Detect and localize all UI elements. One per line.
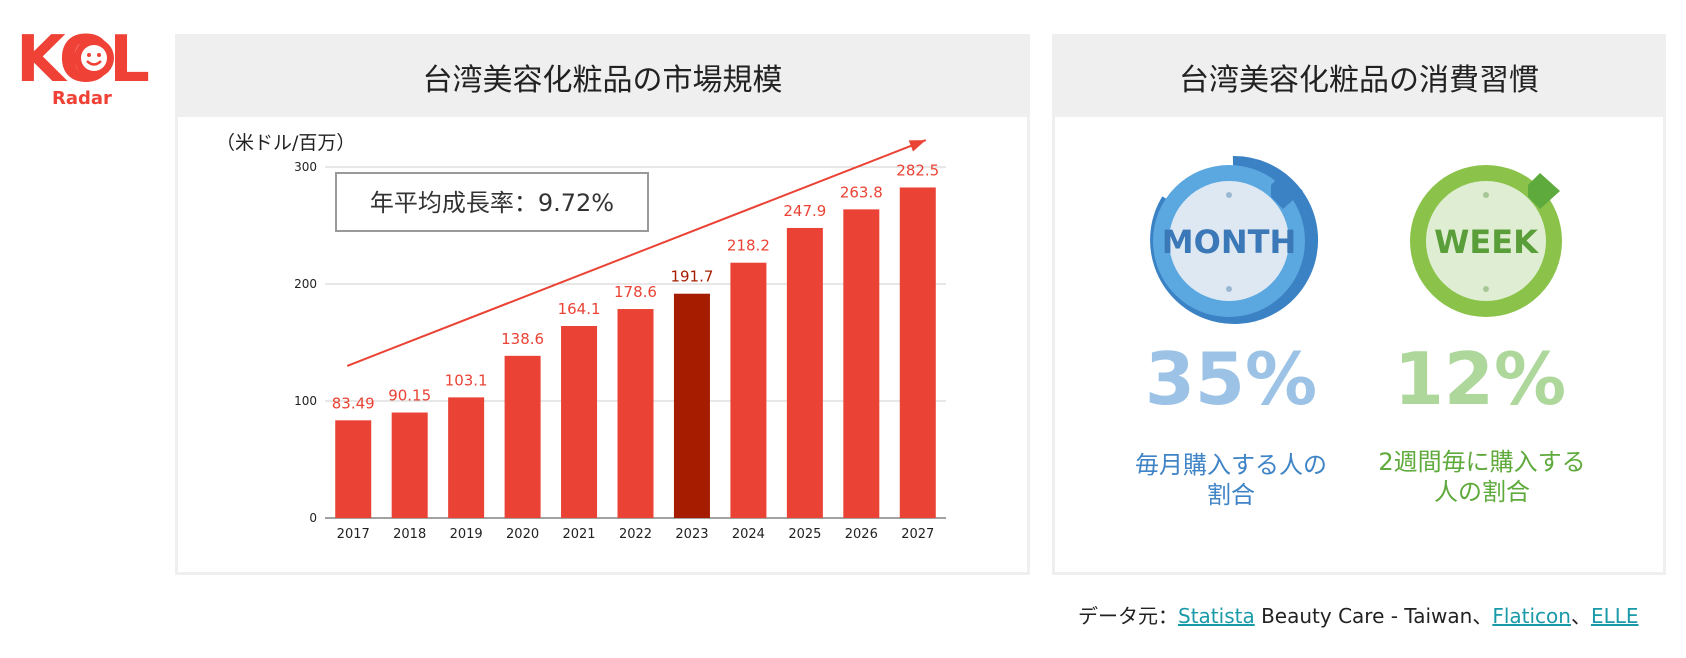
x-tick-label: 2026 [845,527,878,542]
month-icon-label: MONTH [1162,223,1296,261]
month-calendar-icon: MONTH [1150,155,1318,324]
bar-2027 [899,187,936,518]
consumption-habits-panel: 台湾美容化粧品の消費習慣 MONTH WEEK 35% 12% 毎月購入する人の… [1052,34,1666,575]
statista-link[interactable]: Statista [1178,604,1255,628]
x-tick-label: 2018 [393,527,426,542]
consumption-habits-header: 台湾美容化粧品の消費習慣 [1055,37,1663,117]
x-tick-label: 2023 [675,527,708,542]
logo-subtext: Radar [52,88,112,109]
bar-value-label: 191.7 [670,268,713,286]
bar-value-label: 164.1 [558,300,601,318]
month-description: 毎月購入する人の 割合 [1111,450,1351,510]
x-tick-label: 2022 [619,527,652,542]
data-source: データ元：Statista Beauty Care - Taiwan、Flati… [1078,600,1639,629]
bar-2025 [786,227,823,518]
x-tick-label: 2020 [506,527,539,542]
x-tick-label: 2024 [732,527,765,542]
bar-2024 [730,262,767,518]
bar-value-label: 178.6 [614,283,657,301]
week-description-line2: 人の割合 [1434,478,1530,506]
y-unit-label: （米ドル/百万） [216,132,355,154]
bar-2021 [561,326,598,518]
trend-arrow-line [346,139,927,367]
bar-2020 [504,355,541,518]
cagr-label: 年平均成長率：9.72% [370,189,614,217]
week-percent: 12% [1393,337,1567,421]
market-size-title: 台湾美容化粧品の市場規模 [422,63,783,98]
week-description-line1: 2週間毎に購入する [1378,448,1586,476]
y-tick-label: 0 [309,511,317,525]
month-description-line1: 毎月購入する人の [1135,451,1327,479]
bar-2022 [617,309,654,518]
flaticon-link[interactable]: Flaticon [1492,604,1571,628]
source-text: Beauty Care - Taiwan、 [1254,604,1493,628]
bar-value-label: 263.8 [840,183,883,201]
trend-arrow-head [908,140,926,152]
cagr-box [335,172,649,232]
month-description-line2: 割合 [1207,481,1255,509]
x-tick-label: 2027 [901,527,934,542]
week-description: 2週間毎に購入する 人の割合 [1362,447,1602,507]
bar-2017 [335,420,372,518]
bar-value-label: 83.49 [332,394,375,412]
bar-2026 [843,209,880,518]
kol-radar-logo: KOL Radar [16,28,150,112]
bar-value-label: 103.1 [445,371,488,389]
bar-value-label: 282.5 [896,161,939,179]
y-tick-label: 100 [294,394,317,408]
month-percent: 35% [1144,337,1318,421]
market-size-bar-chart: （米ドル/百万） 0 100 200 300 83.49 2017 90.15 2018 103.… [216,132,946,542]
source-separator: 、 [1570,604,1591,628]
smiley-icon [74,38,114,78]
y-tick-label: 200 [294,277,317,291]
bar-value-label: 90.15 [388,387,431,405]
x-tick-label: 2017 [337,527,370,542]
week-calendar-icon: WEEK [1410,165,1562,317]
x-tick-label: 2019 [450,527,483,542]
market-size-panel: 台湾美容化粧品の市場規模 （米ドル/百万） 0 100 200 300 83.49 2017… [175,34,1030,575]
bar-2019 [448,397,485,518]
source-prefix: データ元： [1078,604,1178,628]
x-tick-label: 2025 [788,527,821,542]
bar-value-label: 247.9 [783,202,826,220]
bar-value-label: 138.6 [501,330,544,348]
market-size-header: 台湾美容化粧品の市場規模 [178,37,1027,117]
y-tick-label: 300 [294,160,317,174]
x-tick-label: 2021 [562,527,595,542]
bar-value-label: 218.2 [727,237,770,255]
bar-2023 [673,293,710,518]
elle-link[interactable]: ELLE [1590,604,1639,628]
bar-2018 [391,412,428,518]
week-icon-label: WEEK [1434,223,1539,261]
consumption-habits-title: 台湾美容化粧品の消費習慣 [1179,63,1539,98]
